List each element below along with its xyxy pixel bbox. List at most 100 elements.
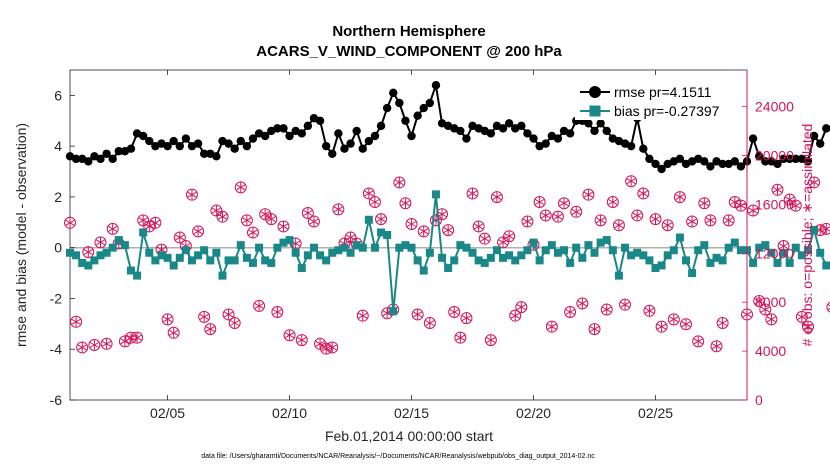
- asterisk-stroke: [419, 228, 429, 235]
- rmse-point: [248, 134, 258, 143]
- bias-point: [303, 251, 312, 260]
- assimilated-obs-point: [492, 192, 502, 203]
- rmse-point: [382, 103, 392, 113]
- possible-obs-point: [484, 334, 497, 347]
- rmse-point: [626, 141, 636, 151]
- asterisk-stroke: [504, 233, 514, 240]
- bias-point: [175, 253, 184, 262]
- asterisk-stroke: [144, 223, 154, 230]
- asterisk-stroke: [626, 178, 636, 185]
- asterisk-stroke: [199, 313, 209, 320]
- possible-obs-point: [820, 222, 830, 235]
- asterisk-stroke: [803, 323, 813, 330]
- bias-point: [364, 215, 373, 224]
- assimilated-obs-point: [419, 226, 429, 237]
- asterisk-stroke: [297, 337, 307, 344]
- asterisk-stroke: [138, 217, 148, 224]
- rmse-point: [145, 136, 154, 146]
- bias-point: [773, 258, 782, 267]
- bias-point: [346, 248, 355, 257]
- assimilated-obs-point: [705, 215, 715, 226]
- asterisk-stroke: [699, 200, 709, 207]
- asterisk-stroke: [364, 190, 374, 197]
- assimilated-obs-point: [510, 310, 520, 321]
- asterisk-stroke: [705, 217, 715, 224]
- possible-obs-point: [436, 208, 449, 221]
- bias-point: [730, 238, 739, 247]
- possible-obs-point: [210, 204, 223, 217]
- assimilated-obs-point: [406, 219, 417, 229]
- assimilated-obs-point: [321, 343, 331, 354]
- possible-obs-point: [167, 326, 180, 339]
- bias-point: [688, 269, 697, 278]
- bias-point: [505, 251, 514, 260]
- rmse-point: [553, 134, 563, 143]
- bias-point: [187, 256, 196, 265]
- assimilated-obs-point: [242, 215, 252, 226]
- bias-point: [340, 243, 349, 252]
- assimilated-obs-point: [498, 237, 508, 248]
- x-tick-label: 02/25: [638, 405, 673, 421]
- bias-point: [389, 307, 398, 316]
- y-right-tick-label: 0: [755, 392, 763, 408]
- assimilated-obs-point: [217, 211, 228, 222]
- bias-point: [236, 241, 245, 250]
- bias-point: [645, 256, 654, 265]
- y-right-tick-label: 8000: [755, 294, 786, 310]
- possible-obs-point: [460, 312, 473, 325]
- bias-point: [72, 251, 81, 260]
- bias-point: [694, 246, 703, 255]
- assimilated-obs-point: [565, 307, 575, 317]
- possible-obs-point: [314, 337, 327, 350]
- bias-point: [816, 248, 825, 257]
- bias-point: [492, 246, 501, 255]
- asterisk-stroke: [132, 334, 142, 341]
- asterisk-stroke: [644, 307, 654, 314]
- assimilated-obs-point: [681, 319, 691, 330]
- bias-point: [352, 241, 361, 250]
- bias-point: [419, 266, 428, 275]
- possible-obs-point: [564, 306, 577, 318]
- rmse-point: [779, 154, 788, 164]
- bias-point: [797, 251, 806, 260]
- asterisk-stroke: [102, 340, 112, 347]
- possible-obs-point: [94, 236, 107, 249]
- asterisk-stroke: [809, 179, 819, 186]
- axes: 02/05 02/10 02/15 02/20 02/25 -6 -4 -2 0 2 4 6 0 4000…: [50, 70, 794, 421]
- asterisk-stroke: [443, 227, 453, 234]
- possible-obs-point: [173, 231, 186, 244]
- possible-obs-point: [551, 210, 564, 223]
- possible-obs-point: [789, 199, 802, 212]
- legend-rmse-label: rmse pr=4.1511: [614, 84, 712, 100]
- assimilated-obs-point: [260, 209, 270, 220]
- bias-point: [712, 253, 721, 262]
- possible-obs-point: [612, 219, 625, 232]
- bias-point: [682, 256, 691, 265]
- asterisk-stroke: [108, 225, 118, 232]
- assimilated-obs-point: [138, 215, 148, 226]
- assimilated-obs-point: [345, 232, 356, 243]
- bias-point: [627, 251, 636, 260]
- possible-obs-point: [326, 341, 339, 354]
- bias-point: [621, 243, 630, 252]
- rmse-point: [370, 131, 380, 141]
- bias-point: [66, 248, 74, 257]
- possible-obs-point: [240, 214, 253, 227]
- possible-obs-point: [149, 216, 162, 229]
- assimilated-obs-point: [132, 332, 142, 343]
- rmse-point: [541, 139, 550, 148]
- asterisk-stroke: [724, 217, 734, 224]
- asterisk-stroke: [394, 179, 404, 186]
- x-tick-label: 02/15: [394, 405, 429, 421]
- rmse-point: [175, 141, 184, 151]
- assimilated-obs-point: [199, 311, 209, 322]
- assimilated-obs-point: [193, 226, 203, 237]
- possible-obs-point: [478, 232, 491, 245]
- assimilated-obs-point: [474, 221, 484, 232]
- assimilated-obs-point: [541, 210, 551, 221]
- rmse-point: [395, 98, 404, 108]
- asterisk-stroke: [406, 221, 417, 227]
- asterisk-stroke: [657, 323, 667, 330]
- rmse-point: [181, 134, 191, 143]
- possible-obs-point: [759, 303, 772, 316]
